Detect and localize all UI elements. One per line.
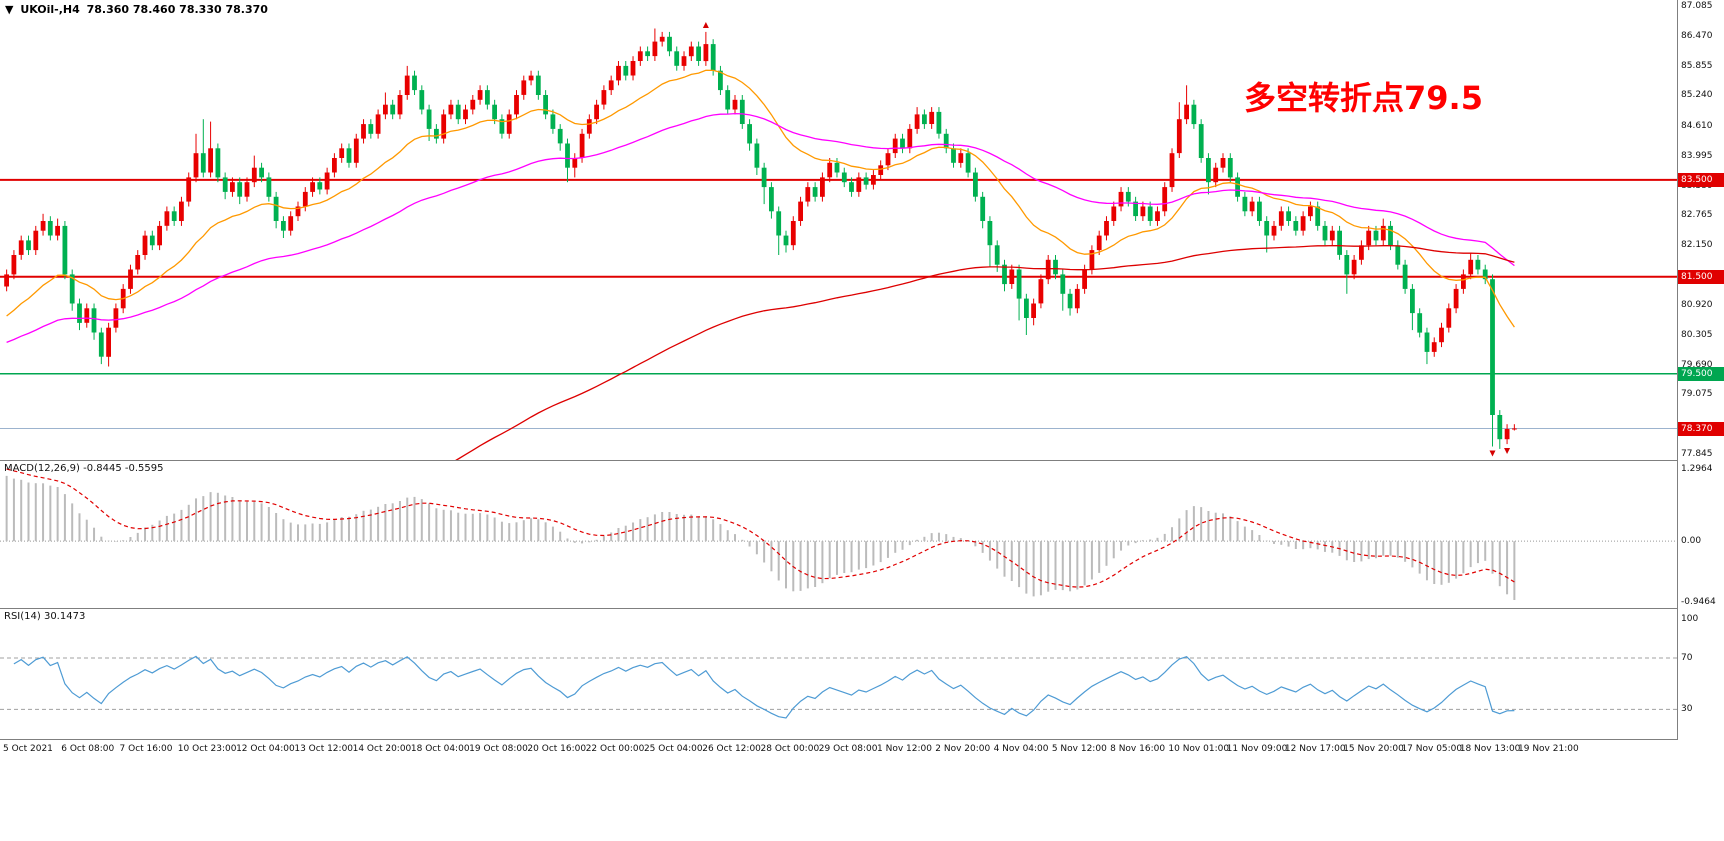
time-axis-label: 20 Oct 16:00 <box>527 744 587 754</box>
price-line-badge: 79.500 <box>1678 367 1724 382</box>
macd-histogram-chart <box>0 468 1677 600</box>
time-axis-label: 6 Oct 08:00 <box>61 744 115 754</box>
time-axis-label: 10 Oct 23:00 <box>177 744 237 754</box>
fractal-arrow-markers <box>702 21 1511 457</box>
price-axis-label: 77.845 <box>1681 449 1713 459</box>
price-axis-label: 82.765 <box>1681 210 1713 221</box>
symbol-dropdown-icon[interactable]: ▼ <box>5 3 14 16</box>
macd-histogram <box>5 475 1516 600</box>
candles <box>4 28 1517 449</box>
rsi-indicator-label: RSI(14) 30.1473 <box>4 611 86 622</box>
time-axis-label: 22 Oct 00:00 <box>585 744 645 754</box>
macd-axis-label: 1.2964 <box>1681 464 1713 474</box>
time-axis-label: 14 Oct 20:00 <box>352 744 412 754</box>
time-axis-label: 25 Oct 04:00 <box>643 744 703 754</box>
price-axis-label: 84.610 <box>1681 121 1713 131</box>
time-axis-label: 18 Oct 04:00 <box>410 744 470 754</box>
time-axis-label: 26 Oct 12:00 <box>702 744 761 754</box>
price-line-badge: 83.500 <box>1678 173 1724 188</box>
symbol-quote-bar: ▼ UKOil-,H4 78.360 78.460 78.330 78.370 <box>5 3 271 16</box>
price-line-badge: 81.500 <box>1678 270 1724 285</box>
main-chart-panel[interactable]: ▼ UKOil-,H4 78.360 78.460 78.330 78.370 … <box>0 0 1677 461</box>
macd-panel[interactable]: MACD(12,26,9) -0.8445 -0.5595 <box>0 461 1677 609</box>
rsi-line <box>13 655 1515 719</box>
time-axis-label: 12 Oct 04:00 <box>236 744 295 754</box>
time-axis-label: 13 Oct 12:00 <box>294 744 354 754</box>
time-axis-label: 2 Nov 20:00 <box>935 744 991 754</box>
price-axis-label: 87.085 <box>1681 1 1713 11</box>
rsi-axis-label: 70 <box>1681 652 1693 663</box>
price-axis-label: 86.470 <box>1681 30 1713 41</box>
time-axis-label: 7 Oct 16:00 <box>119 744 173 754</box>
price-axis-label: 85.855 <box>1681 60 1713 71</box>
time-axis[interactable]: 5 Oct 2021 6 Oct 08:00 7 Oct 16:00 10 Oct 2… <box>0 740 1677 770</box>
price-axis-label: 80.305 <box>1681 329 1713 340</box>
rsi-line-chart <box>0 655 1677 719</box>
time-axis-label: 28 Oct 00:00 <box>760 744 820 754</box>
time-axis-label: 19 Oct 08:00 <box>469 744 528 754</box>
macd-indicator-label: MACD(12,26,9) -0.8445 -0.5595 <box>4 463 164 474</box>
time-axis-label: 1 Nov 12:00 <box>877 744 932 754</box>
price-axis-label: 85.240 <box>1681 90 1713 101</box>
symbol-timeframe-label: UKOil-,H4 <box>20 3 80 16</box>
time-axis-label: 12 Nov 17:00 <box>1284 744 1346 754</box>
time-axis-label: 10 Nov 01:00 <box>1168 744 1230 754</box>
time-axis-label: 19 Nov 21:00 <box>1518 744 1579 754</box>
time-axis-label: 5 Nov 12:00 <box>1051 744 1107 754</box>
time-axis-label: 17 Nov 05:00 <box>1401 744 1463 754</box>
ma-slow-red <box>455 244 1515 460</box>
time-axis-label: 29 Oct 08:00 <box>818 744 878 754</box>
time-axis-label: 18 Nov 13:00 <box>1459 744 1521 754</box>
rsi-axis-label: 100 <box>1681 614 1699 625</box>
horizontal-level-lines <box>0 178 1677 430</box>
macd-axis-label: 0.00 <box>1681 536 1702 547</box>
ma-medium-magenta <box>6 112 1515 344</box>
time-axis-label: 11 Nov 09:00 <box>1226 744 1288 754</box>
chart-annotation-text: 多空转折点79.5 <box>1244 79 1483 117</box>
price-axis-label: 83.995 <box>1681 150 1713 161</box>
price-axis-label: 79.690 <box>1681 359 1713 370</box>
price-line-badge: 78.370 <box>1678 422 1724 437</box>
quote-ohlc-values: 78.360 78.460 78.330 78.370 <box>86 3 268 16</box>
time-axis-label: 5 Oct 2021 <box>3 744 53 754</box>
time-axis-label: 4 Nov 04:00 <box>993 744 1049 754</box>
candlestick-chart <box>0 21 1677 460</box>
macd-axis-label: -0.9464 <box>1681 597 1716 607</box>
price-axis-label: 82.150 <box>1681 240 1713 251</box>
price-axis[interactable]: 87.08586.47085.85585.24084.61083.99583.3… <box>1677 0 1724 740</box>
price-axis-label: 80.920 <box>1681 299 1713 310</box>
rsi-axis-label: 30 <box>1681 704 1693 715</box>
rsi-panel[interactable]: RSI(14) 30.1473 <box>0 609 1677 740</box>
price-axis-label: 79.075 <box>1681 389 1713 400</box>
time-axis-label: 15 Nov 20:00 <box>1343 744 1404 754</box>
time-axis-label: 8 Nov 16:00 <box>1110 744 1166 754</box>
